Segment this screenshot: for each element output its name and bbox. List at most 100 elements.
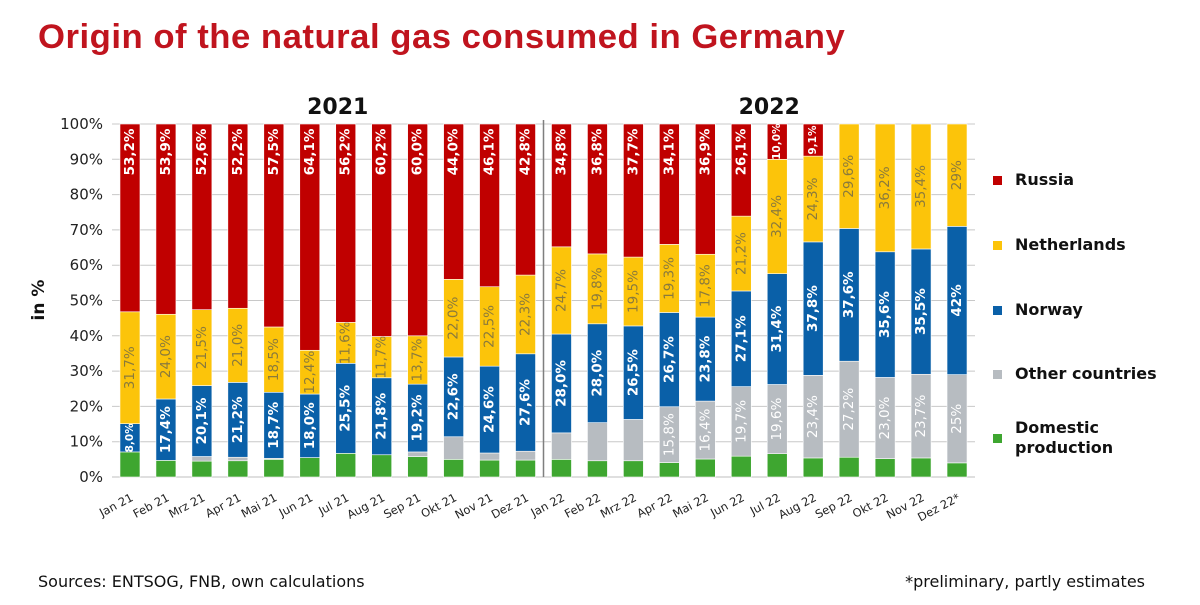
data-label: 60,2% [374, 128, 390, 175]
data-label: 21,0% [230, 324, 246, 367]
sources-note: Sources: ENTSOG, FNB, own calculations [38, 572, 365, 591]
x-tick-label: Mai 21 [239, 490, 280, 520]
x-tick-label: Okt 21 [418, 490, 459, 520]
data-label: 18,0% [302, 402, 318, 449]
bar-segment-domestic-production [838, 456, 860, 478]
y-tick-label: 60% [70, 256, 103, 274]
data-label: 25,5% [338, 384, 354, 431]
data-label: 35,5% [913, 288, 929, 335]
data-label: 19,3% [661, 257, 677, 300]
bar-segment-russia [407, 123, 428, 337]
bar-segment-russia [335, 123, 357, 323]
bar-segment-russia [551, 123, 572, 248]
legend-label-norway: Norway [1015, 300, 1083, 319]
data-label: 46,1% [482, 128, 498, 175]
bar-segment-russia [479, 123, 500, 288]
y-tick-label: 70% [70, 221, 103, 239]
data-label: 24,7% [553, 269, 569, 312]
x-tick-label: Sep 21 [381, 490, 423, 521]
data-label: 36,2% [877, 166, 893, 209]
legend-label-domestic-production: Domestic production [1015, 418, 1114, 457]
bar-segment-domestic-production [299, 457, 321, 478]
x-tick-label: Dez 21 [489, 490, 531, 521]
bar-segment-domestic-production [695, 458, 716, 478]
x-tick-label: Okt 22 [850, 490, 891, 520]
bar-segment-other-countries [479, 452, 500, 461]
bar-segment-russia [227, 123, 249, 309]
year-label: 2021 [307, 95, 368, 120]
data-label: 56,2% [338, 128, 354, 175]
x-tick-label: Mrz 22 [598, 490, 639, 521]
bar-segment-domestic-production [227, 460, 249, 478]
data-label: 34,8% [553, 128, 569, 175]
bar-segment-domestic-production [515, 459, 536, 478]
bar-segment-domestic-production [263, 459, 285, 478]
bar-segment-domestic-production [659, 462, 680, 478]
data-label: 21,5% [194, 326, 210, 369]
data-label: 9,1% [807, 125, 819, 155]
y-tick-label: 0% [79, 468, 103, 486]
data-label: 26,7% [661, 336, 677, 383]
bar-segment-netherlands [874, 123, 896, 253]
data-label: 37,7% [625, 128, 641, 175]
bar-segment-domestic-production [479, 459, 500, 478]
data-label: 26,1% [733, 128, 749, 175]
y-tick-label: 40% [70, 327, 103, 345]
data-label: 29,6% [841, 155, 857, 198]
data-label: 23,4% [805, 395, 821, 438]
data-label: 37,6% [841, 271, 857, 318]
bar-segment-russia [766, 123, 788, 160]
x-tick-label: Aug 21 [345, 490, 388, 521]
data-label: 22,3% [518, 293, 534, 336]
data-label: 28,0% [589, 349, 605, 396]
data-label: 31,7% [122, 346, 138, 389]
bar-segment-netherlands [838, 123, 860, 229]
data-label: 37,8% [805, 285, 821, 332]
data-label: 29% [949, 160, 965, 190]
legend-label-netherlands: Netherlands [1015, 235, 1126, 254]
legend-swatch-netherlands [993, 240, 1002, 250]
data-label: 18,5% [266, 338, 282, 381]
bar-segment-domestic-production [623, 460, 644, 478]
data-label: 16,4% [697, 408, 713, 451]
x-tick-label: Feb 22 [562, 490, 603, 521]
data-label: 35,6% [877, 291, 893, 338]
bar-segment-domestic-production [443, 459, 464, 478]
x-tick-label: Jul 22 [747, 490, 783, 518]
x-tick-label: Mai 22 [670, 490, 711, 520]
x-tick-label: Jun 22 [707, 490, 746, 520]
chart-title: Origin of the natural gas consumed in Ge… [38, 18, 846, 56]
data-label: 34,1% [661, 128, 677, 175]
data-label: 22,5% [482, 305, 498, 348]
x-tick-label: Aug 22 [776, 490, 819, 521]
data-label: 19,5% [625, 270, 641, 313]
y-tick-label: 10% [70, 433, 103, 451]
bar-segment-domestic-production [910, 457, 932, 478]
data-label: 22,6% [446, 373, 462, 420]
bar-segment-other-countries [587, 422, 608, 462]
bar-segment-russia [515, 123, 536, 276]
data-label: 27,6% [518, 379, 534, 426]
x-tick-label: Jan 21 [96, 490, 135, 520]
bar-segment-domestic-production [335, 453, 357, 478]
data-label: 12,4% [302, 351, 318, 394]
data-label: 42,8% [518, 128, 534, 175]
bar-segment-other-countries [191, 456, 213, 462]
bar-segment-russia [443, 123, 464, 280]
year-label: 2022 [739, 95, 800, 120]
data-label: 10,0% [771, 123, 783, 160]
data-label: 19,2% [410, 394, 426, 441]
legend-label-other-countries: Other countries [1015, 364, 1157, 383]
data-label: 36,8% [589, 128, 605, 175]
bar-segment-domestic-production [874, 458, 896, 478]
bar-segment-russia [587, 123, 608, 255]
data-label: 18,7% [266, 401, 282, 448]
bar-segment-domestic-production [119, 451, 141, 478]
data-label: 60,0% [410, 128, 426, 175]
bar-segment-domestic-production [946, 462, 968, 478]
data-label: 31,4% [769, 305, 785, 352]
data-label: 44,0% [446, 128, 462, 175]
data-label: 52,6% [194, 128, 210, 175]
data-label: 53,2% [122, 128, 138, 175]
